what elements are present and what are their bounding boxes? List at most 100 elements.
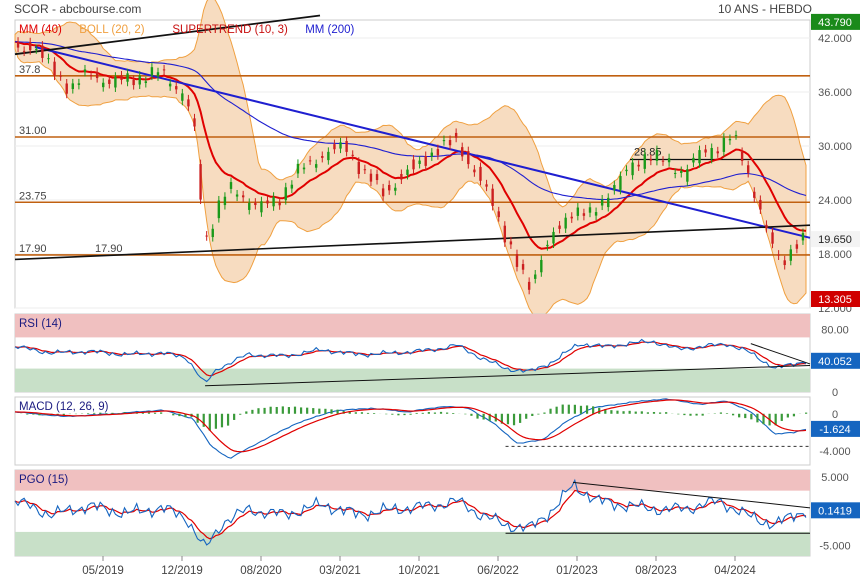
- macd-histogram-bar: [470, 413, 473, 416]
- macd-histogram-bar: [640, 411, 643, 414]
- indicator-last-value: 40.052: [818, 356, 852, 368]
- macd-histogram-bar: [531, 413, 534, 417]
- price-candle-body: [485, 184, 488, 187]
- price-candle-body: [59, 75, 62, 77]
- price-candle-body: [686, 169, 689, 182]
- macd-histogram-bar: [226, 413, 230, 426]
- price-candle-body: [643, 154, 646, 169]
- macd-histogram-bar: [330, 409, 333, 414]
- macd-histogram-bar: [366, 412, 370, 414]
- indicator-title: MACD (12, 26, 9): [19, 401, 109, 413]
- price-candle-body: [16, 41, 20, 48]
- indicator-last-value-bg: [811, 352, 860, 369]
- price-candle-body: [321, 155, 324, 158]
- fibonacci-level-label: 23.75: [19, 190, 47, 202]
- mm40-line: [14, 40, 807, 250]
- price-candle-body: [394, 187, 397, 191]
- price-candle-body: [637, 164, 640, 167]
- macd-histogram-bar: [780, 413, 783, 421]
- price-candle-body: [406, 169, 409, 175]
- price-candle-body: [631, 162, 634, 176]
- price-candle-body: [540, 259, 543, 273]
- pgo-resistance-line: [572, 481, 811, 509]
- macd-histogram-bar: [239, 413, 242, 415]
- indicator-y-tick-label: 5.000: [821, 472, 849, 484]
- price-candle-body: [120, 75, 123, 80]
- macd-histogram-bar: [415, 412, 418, 414]
- macd-histogram-bar: [87, 413, 90, 414]
- price-candle-body: [150, 67, 154, 76]
- macd-histogram-bar: [208, 413, 211, 431]
- indicator-y-tick-label: 0: [832, 387, 838, 399]
- price-candle-body: [454, 132, 458, 138]
- macd-histogram-bar: [56, 413, 59, 415]
- macd-histogram-bar: [318, 408, 321, 414]
- macd-histogram-bar: [756, 413, 759, 423]
- price-legend-item: MM (200): [305, 24, 354, 36]
- macd-histogram-bar: [701, 413, 704, 416]
- price-candle-body: [339, 142, 342, 149]
- macd-histogram-bar: [719, 412, 723, 414]
- price-candle-body: [680, 170, 683, 173]
- price-candle-body: [753, 191, 756, 198]
- macd-histogram-bar: [774, 413, 777, 426]
- last-price-label: 19.650: [818, 234, 852, 246]
- macd-histogram-bar: [348, 411, 351, 414]
- price-candle-body: [515, 254, 519, 267]
- price-candle-body: [436, 149, 440, 156]
- price-candle-body: [235, 194, 239, 197]
- macd-histogram-bar: [62, 413, 65, 416]
- x-tick-label: 08/2023: [635, 565, 677, 577]
- price-candle-body: [290, 184, 294, 189]
- macd-histogram-bar: [677, 413, 680, 415]
- price-candle-body: [576, 207, 580, 216]
- price-candle-body: [400, 173, 403, 180]
- price-candle-body: [503, 225, 507, 243]
- macd-histogram-bar: [731, 413, 735, 416]
- price-candle-body: [777, 254, 780, 256]
- x-tick-label: 10/2021: [398, 565, 440, 577]
- indicator-y-tick-label: 0: [832, 409, 838, 421]
- price-candle-body: [473, 169, 476, 173]
- macd-histogram-bar: [172, 413, 175, 416]
- price-candle-body: [381, 188, 385, 197]
- macd-histogram-bar: [147, 412, 151, 414]
- price-candle-body: [497, 211, 500, 218]
- mm200-line: [14, 41, 807, 201]
- price-candle-body: [534, 274, 537, 279]
- macd-histogram-bar: [537, 413, 540, 415]
- x-tick-label: 01/2023: [556, 565, 598, 577]
- price-candle-body: [126, 73, 129, 82]
- macd-histogram-bar: [354, 412, 357, 414]
- price-candle-body: [211, 228, 214, 238]
- macd-histogram-bar: [519, 413, 522, 423]
- price-candle-body: [546, 244, 549, 247]
- price-candle-body: [29, 42, 32, 51]
- price-candle-body: [479, 166, 482, 181]
- price-candle-body: [95, 71, 99, 79]
- macd-histogram-bar: [689, 413, 692, 416]
- indicator-last-value: 0.1419: [818, 505, 852, 517]
- price-candle-body: [108, 79, 111, 84]
- macd-histogram-bar: [433, 412, 437, 414]
- macd-histogram-bar: [573, 404, 576, 414]
- price-candle-body: [527, 281, 531, 290]
- macd-histogram-bar: [439, 411, 443, 414]
- macd-histogram-bar: [464, 413, 467, 415]
- price-candle-body: [181, 93, 184, 101]
- macd-histogram-bar: [409, 413, 412, 415]
- indicator-y-tick-label: 80.00: [821, 325, 849, 337]
- macd-histogram-bar: [762, 413, 765, 425]
- price-high-label-bg: [811, 13, 860, 30]
- macd-histogram-bar: [184, 413, 187, 418]
- oversold-zone: [15, 531, 810, 556]
- price-candle-body: [418, 160, 421, 164]
- macd-histogram-bar: [725, 413, 729, 414]
- macd-histogram-bar: [178, 413, 181, 417]
- price-candle-body: [716, 151, 719, 154]
- macd-histogram-bar: [269, 406, 272, 414]
- price-candle-body: [357, 161, 360, 174]
- price-candle-body: [448, 140, 452, 146]
- price-candle-body: [41, 45, 44, 58]
